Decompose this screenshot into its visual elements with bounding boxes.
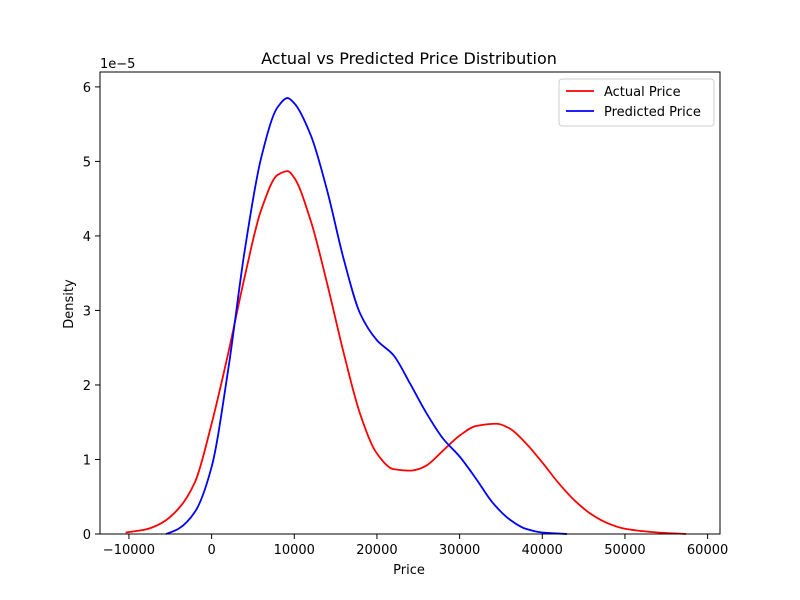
x-axis-label: Price	[393, 563, 425, 578]
legend: Actual Price Predicted Price	[558, 78, 715, 127]
y-tick-label: 1	[83, 453, 91, 468]
x-tick-label: −10000	[103, 543, 155, 558]
y-tick-label: 3	[83, 304, 91, 319]
x-tick-label: 20000	[356, 543, 397, 558]
x-tick-label: 0	[207, 543, 215, 558]
legend-box	[558, 78, 715, 127]
y-tick-label: 4	[83, 230, 91, 245]
legend-label-actual-price: Actual Price	[604, 85, 681, 100]
x-tick-label: 60000	[687, 543, 728, 558]
y-tick-label: 5	[83, 155, 91, 170]
x-tick-label: 50000	[604, 543, 645, 558]
x-tick-label: 40000	[522, 543, 563, 558]
chart-title: Actual vs Predicted Price Distribution	[261, 49, 557, 68]
x-tick-label: 30000	[439, 543, 480, 558]
series-line-actual-price	[125, 170, 687, 535]
y-axis-label: Density	[62, 279, 77, 329]
x-tick-label: 10000	[274, 543, 315, 558]
plot-area: −10000 0 10000 20000 30000 40000 50000 60000 0 1 2…	[83, 71, 728, 558]
series-line-predicted-price	[165, 97, 568, 535]
y-tick-label: 6	[83, 81, 91, 96]
y-offset-label: 1e−5	[100, 57, 135, 72]
axes-frame	[99, 71, 721, 535]
y-tick-label: 2	[83, 379, 91, 394]
y-tick-label: 0	[83, 528, 91, 543]
legend-label-predicted-price: Predicted Price	[604, 105, 701, 120]
